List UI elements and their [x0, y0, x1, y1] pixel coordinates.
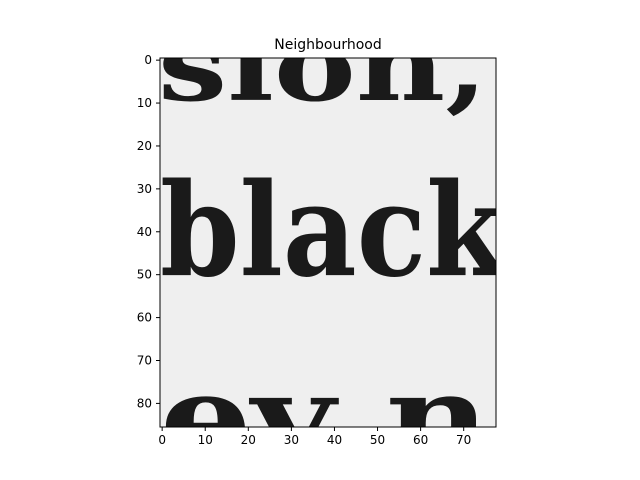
y-tick-label: 0 [144, 53, 152, 67]
y-tick-label: 20 [137, 139, 152, 153]
x-tick-label: 30 [284, 433, 299, 447]
image-background [160, 58, 496, 427]
y-tick-label: 30 [137, 182, 152, 196]
y-tick-label: 60 [137, 311, 152, 325]
y-tick-label: 70 [137, 353, 152, 367]
x-tick-label: 20 [241, 433, 256, 447]
x-tick-label: 50 [370, 433, 385, 447]
text-line-black: black [160, 156, 507, 306]
y-tick-label: 50 [137, 268, 152, 282]
y-tick-label: 80 [137, 396, 152, 410]
x-tick-label: 70 [456, 433, 471, 447]
y-tick-label: 10 [137, 96, 152, 110]
x-tick-label: 10 [198, 433, 213, 447]
image-area: sion, black ev n [158, 9, 507, 480]
axes-frame [159, 57, 497, 428]
plot-title: Neighbourhood [274, 37, 381, 53]
x-tick-label: 0 [158, 433, 166, 447]
text-line-sion: sion, [158, 9, 488, 124]
x-tick-label: 40 [327, 433, 342, 447]
x-axis: 0 10 20 30 40 50 60 70 [158, 427, 471, 447]
y-axis: 0 10 20 30 40 50 60 70 80 [137, 53, 160, 410]
text-line-ev-n: ev n [160, 352, 490, 480]
y-tick-label: 40 [137, 225, 152, 239]
x-tick-label: 60 [413, 433, 428, 447]
